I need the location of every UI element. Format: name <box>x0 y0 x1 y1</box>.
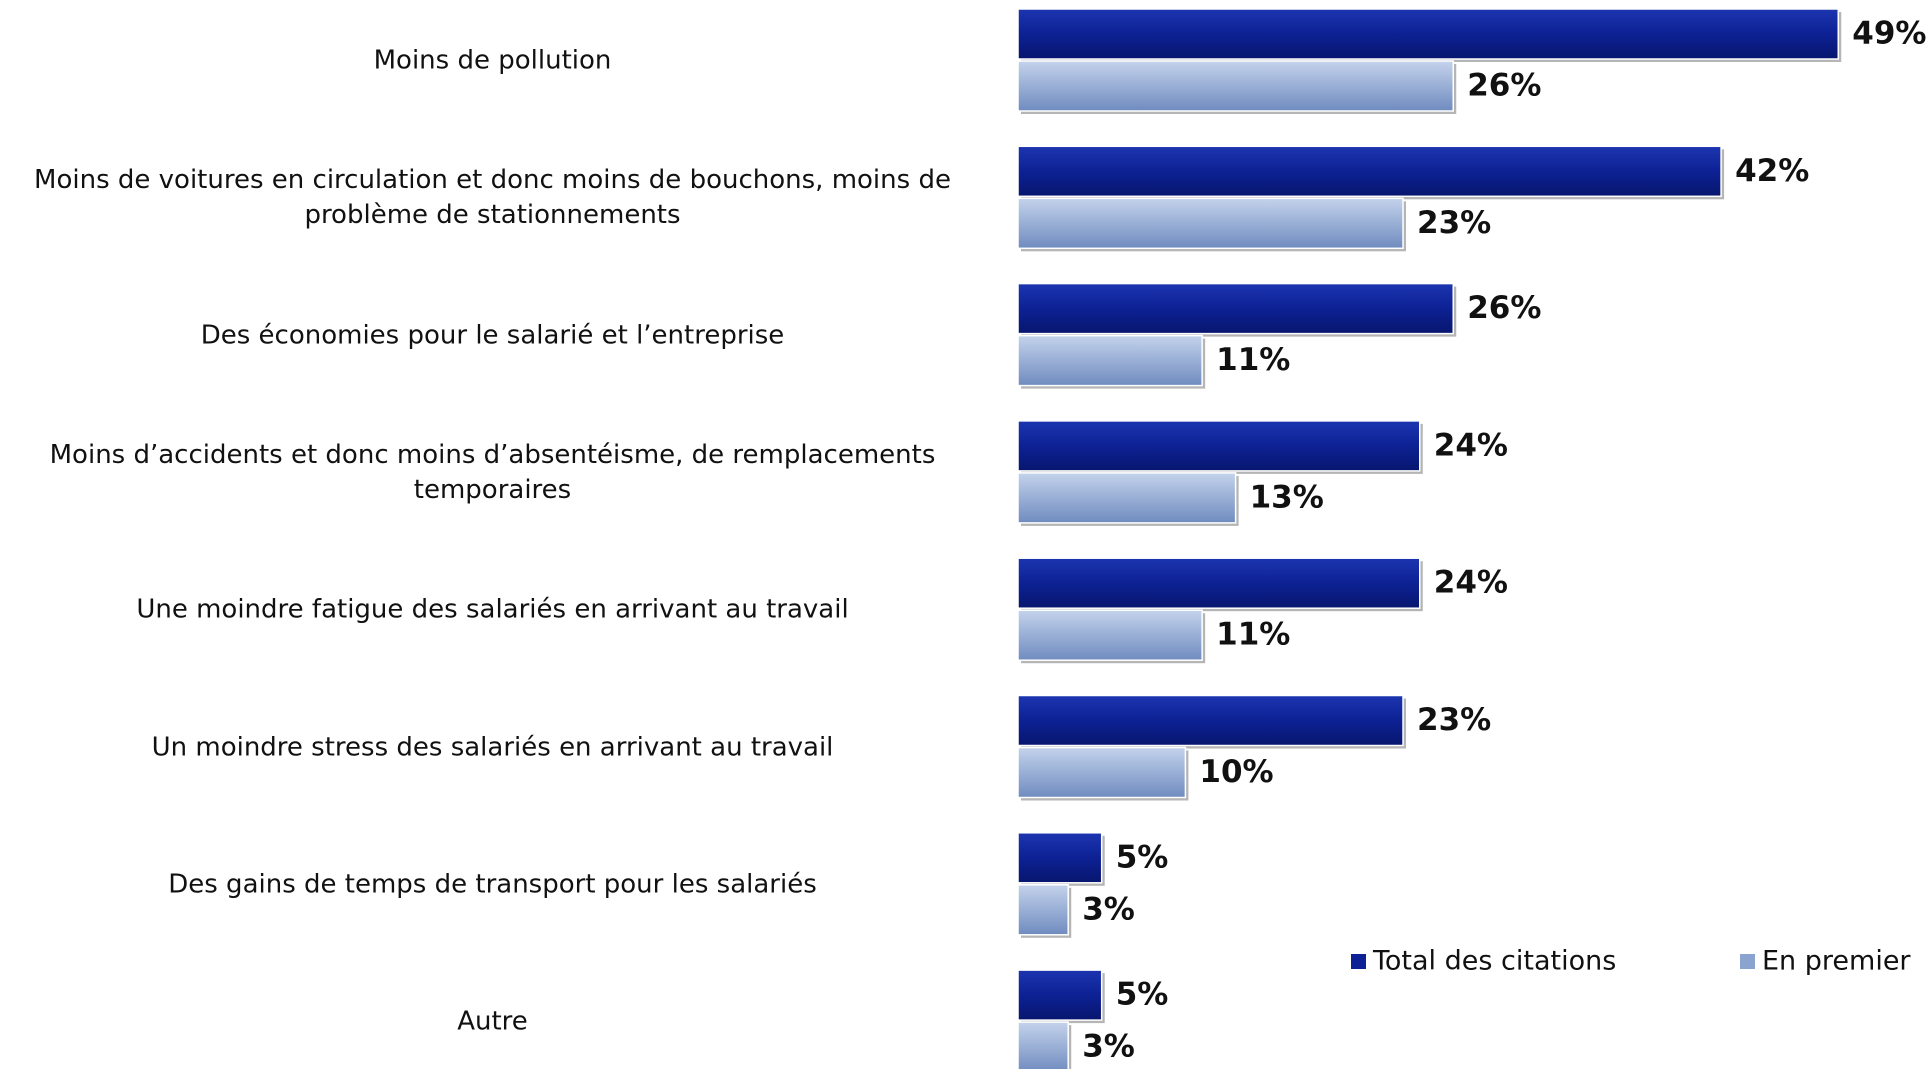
bar <box>1017 832 1103 884</box>
value-label: 5% <box>1116 977 1169 1013</box>
category-label: Moins d’accidents et donc moins d’absent… <box>49 439 936 505</box>
value-label: 24% <box>1434 427 1508 463</box>
value-label: 11% <box>1216 342 1290 378</box>
bar <box>1017 282 1454 335</box>
legend-swatch <box>1740 954 1755 969</box>
value-label: 49% <box>1852 16 1926 52</box>
bar <box>1017 8 1840 60</box>
bar <box>1017 609 1203 661</box>
bar <box>1017 1021 1069 1069</box>
category-label: Autre <box>457 1006 528 1037</box>
value-label: 23% <box>1417 205 1491 241</box>
value-label: 11% <box>1216 617 1290 653</box>
bar <box>1017 694 1404 747</box>
bar <box>1017 472 1237 524</box>
bar <box>1017 746 1187 799</box>
bar <box>1017 334 1203 387</box>
legend-label: En premier <box>1762 946 1911 977</box>
value-label: 23% <box>1417 702 1491 738</box>
value-label: 10% <box>1199 754 1273 790</box>
category-label: Des gains de temps de transport pour les… <box>168 869 817 900</box>
value-label: 24% <box>1434 565 1508 601</box>
category-label: Des économies pour le salarié et l’entre… <box>200 320 785 351</box>
value-label: 13% <box>1250 479 1324 515</box>
bar <box>1017 884 1069 936</box>
value-label: 42% <box>1735 153 1809 189</box>
category-label: Moins de pollution <box>373 45 612 76</box>
bar <box>1017 197 1404 250</box>
bar <box>1017 60 1454 112</box>
value-label: 26% <box>1467 290 1541 326</box>
category-label: Un moindre stress des salariés en arriva… <box>151 732 834 762</box>
category-label: Une moindre fatigue des salariés en arri… <box>136 594 849 625</box>
category-label: Moins de voitures en circulation et donc… <box>34 165 951 231</box>
value-label: 26% <box>1467 68 1541 104</box>
value-label: 5% <box>1116 839 1169 875</box>
bar <box>1017 145 1722 198</box>
value-label: 3% <box>1082 891 1135 927</box>
bar <box>1017 969 1103 1021</box>
bar <box>1017 420 1421 472</box>
legend-swatch <box>1351 954 1366 969</box>
value-label: 3% <box>1082 1029 1135 1065</box>
legend-label: Total des citations <box>1372 946 1616 977</box>
bar <box>1017 557 1421 609</box>
